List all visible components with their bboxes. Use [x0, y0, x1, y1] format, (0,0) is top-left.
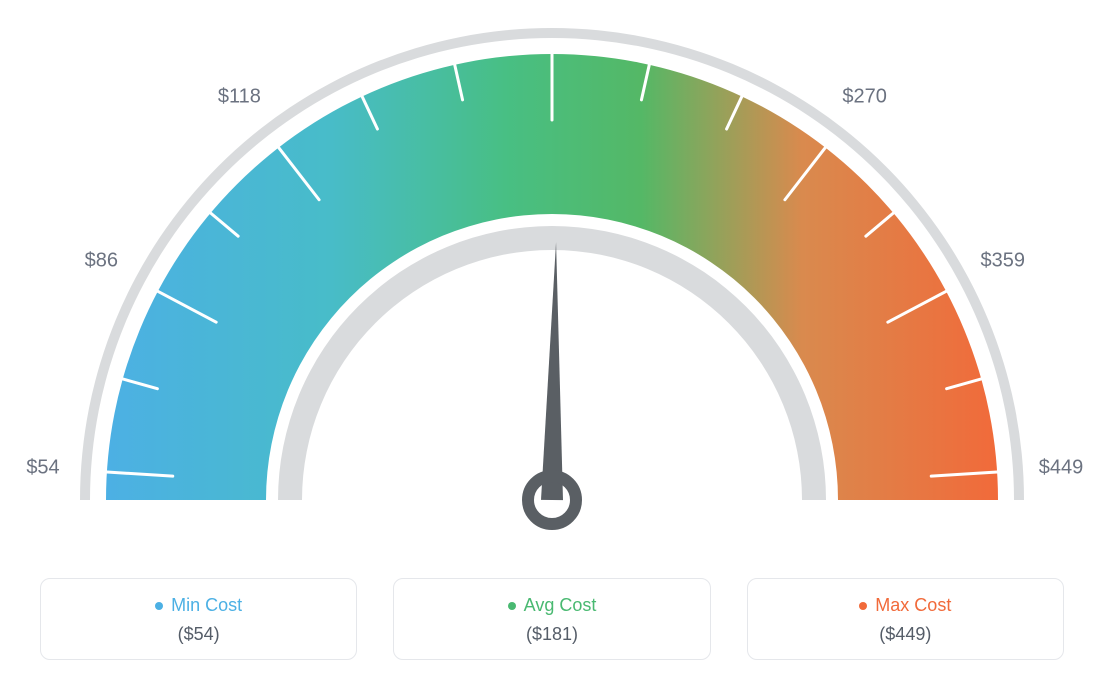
legend-dot-max [859, 602, 867, 610]
legend-card-max: Max Cost ($449) [747, 578, 1064, 660]
legend-dot-avg [508, 602, 516, 610]
legend-value-avg: ($181) [406, 624, 697, 645]
legend-title-max: Max Cost [859, 595, 951, 616]
legend-label-min: Min Cost [171, 595, 242, 616]
legend-value-min: ($54) [53, 624, 344, 645]
legend-row: Min Cost ($54) Avg Cost ($181) Max Cost … [0, 578, 1104, 660]
legend-title-min: Min Cost [155, 595, 242, 616]
gauge-chart: $54 $86 $118 $181 $270 $359 $449 [0, 0, 1104, 560]
gauge-svg [0, 0, 1104, 560]
tick-label: $181 [530, 0, 575, 2]
tick-label: $118 [218, 86, 261, 109]
tick-label: $359 [980, 250, 1025, 273]
legend-value-max: ($449) [760, 624, 1051, 645]
legend-dot-min [155, 602, 163, 610]
legend-title-avg: Avg Cost [508, 595, 597, 616]
legend-card-min: Min Cost ($54) [40, 578, 357, 660]
tick-label: $449 [1039, 456, 1084, 479]
tick-label: $270 [842, 86, 887, 109]
tick-label: $54 [26, 456, 59, 479]
legend-label-max: Max Cost [875, 595, 951, 616]
legend-card-avg: Avg Cost ($181) [393, 578, 710, 660]
tick-label: $86 [85, 250, 118, 273]
legend-label-avg: Avg Cost [524, 595, 597, 616]
